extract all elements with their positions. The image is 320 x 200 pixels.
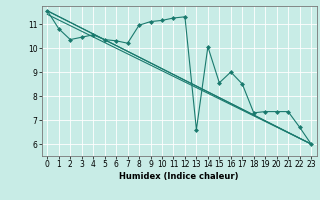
X-axis label: Humidex (Indice chaleur): Humidex (Indice chaleur): [119, 172, 239, 181]
